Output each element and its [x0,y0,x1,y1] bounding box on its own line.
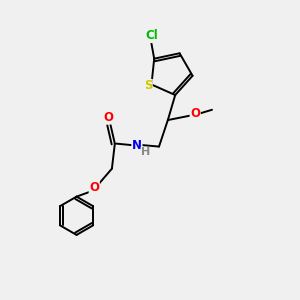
Text: O: O [89,181,99,194]
Text: H: H [141,148,150,158]
Text: O: O [104,111,114,124]
Text: O: O [190,107,200,120]
Text: Cl: Cl [145,29,158,43]
Text: N: N [132,139,142,152]
Text: S: S [144,80,152,92]
